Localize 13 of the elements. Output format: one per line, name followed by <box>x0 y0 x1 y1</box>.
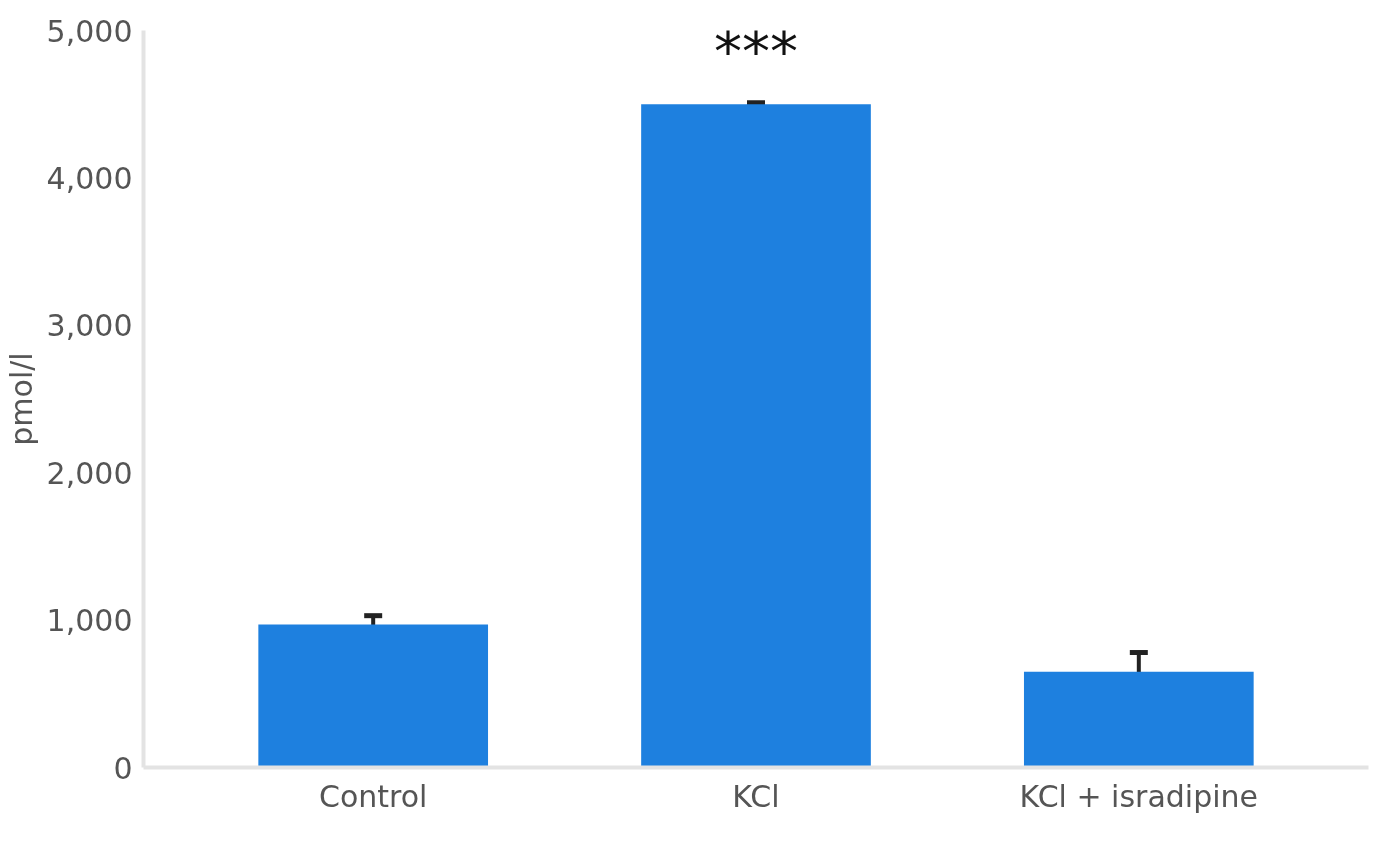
y-tick-label: 0 <box>113 750 133 786</box>
y-tick-label: 1,000 <box>46 603 133 639</box>
x-tick-label: KCl + isradipine <box>1019 778 1259 814</box>
x-tick-label: Control <box>318 778 428 814</box>
bar <box>1023 671 1254 768</box>
x-tick-label: KCl <box>732 778 780 814</box>
y-tick-label: 3,000 <box>46 308 133 344</box>
y-tick-label: 4,000 <box>46 160 133 196</box>
y-tick-label: 2,000 <box>46 455 133 491</box>
y-axis-title: pmol/l <box>3 352 39 446</box>
y-tick-label: 5,000 <box>46 13 133 49</box>
bar <box>258 624 489 768</box>
bar <box>641 104 871 768</box>
